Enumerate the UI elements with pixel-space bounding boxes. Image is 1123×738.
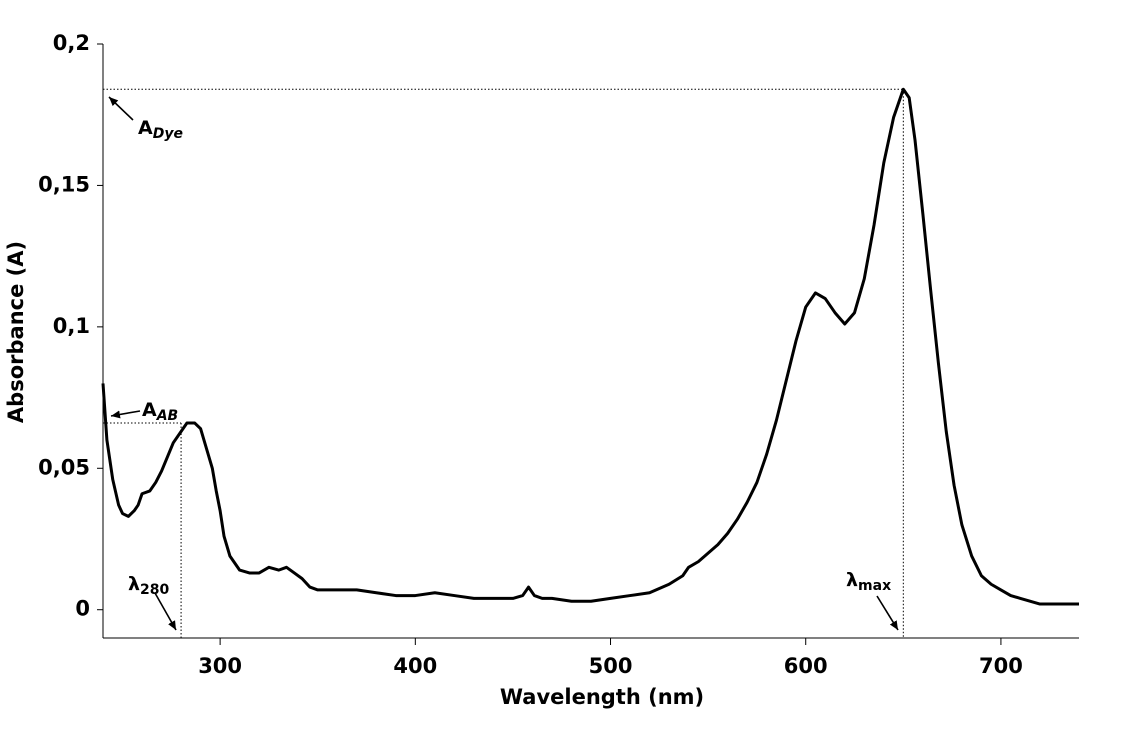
x-axis-label: Wavelength (nm) [500,685,704,709]
y-tick-label: 0,15 [38,172,90,196]
annotation-sub: 280 [140,582,169,598]
y-tick-label: 0,05 [38,455,90,479]
annotation: λ280 [128,573,170,598]
annotation-sub: max [858,578,891,594]
x-tick-label: 600 [784,654,828,678]
y-tick-label: 0,1 [53,314,90,338]
x-tick-label: 300 [198,654,242,678]
annotation: ADye [138,117,183,142]
line [101,87,1079,606]
y-tick-label: 0,2 [53,31,90,55]
annotation-text: λ [128,573,140,595]
x-tick-label: 500 [589,654,633,678]
arrow [154,592,177,631]
annotation-sub: AB [156,408,179,424]
annotation-text: λ [846,569,858,591]
y-tick-label: 0 [75,597,90,621]
annotation-sub: Dye [153,126,183,142]
annotation: λmax [846,569,891,594]
arrow [108,96,134,121]
arrow [110,410,141,419]
annotation-text: A [142,399,157,421]
annotation: AAB [142,399,178,424]
x-tick-label: 700 [979,654,1023,678]
y-axis-label: Absorbance (A) [4,241,28,423]
x-tick-label: 400 [393,654,437,678]
annotation-text: A [138,117,153,139]
arrow [876,595,899,631]
